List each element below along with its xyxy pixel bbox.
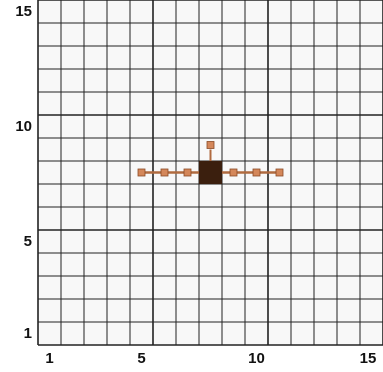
arm-node: [252, 168, 261, 177]
arm-node: [160, 168, 169, 177]
x-axis-label: 1: [45, 350, 54, 367]
y-axis-label: 10: [15, 117, 32, 135]
top-marker: [206, 141, 215, 149]
arm-node: [229, 168, 238, 177]
x-axis-label: 15: [359, 350, 377, 367]
x-axis-label: 5: [137, 350, 146, 367]
x-axis-label: 10: [248, 350, 265, 367]
y-axis-label: 5: [23, 232, 32, 250]
arm-node: [275, 168, 284, 177]
y-axis-label: 1: [23, 324, 32, 342]
y-axis-label: 15: [15, 2, 32, 20]
center-block: [199, 161, 222, 184]
arm-node: [183, 168, 192, 177]
arm-node: [137, 168, 146, 177]
